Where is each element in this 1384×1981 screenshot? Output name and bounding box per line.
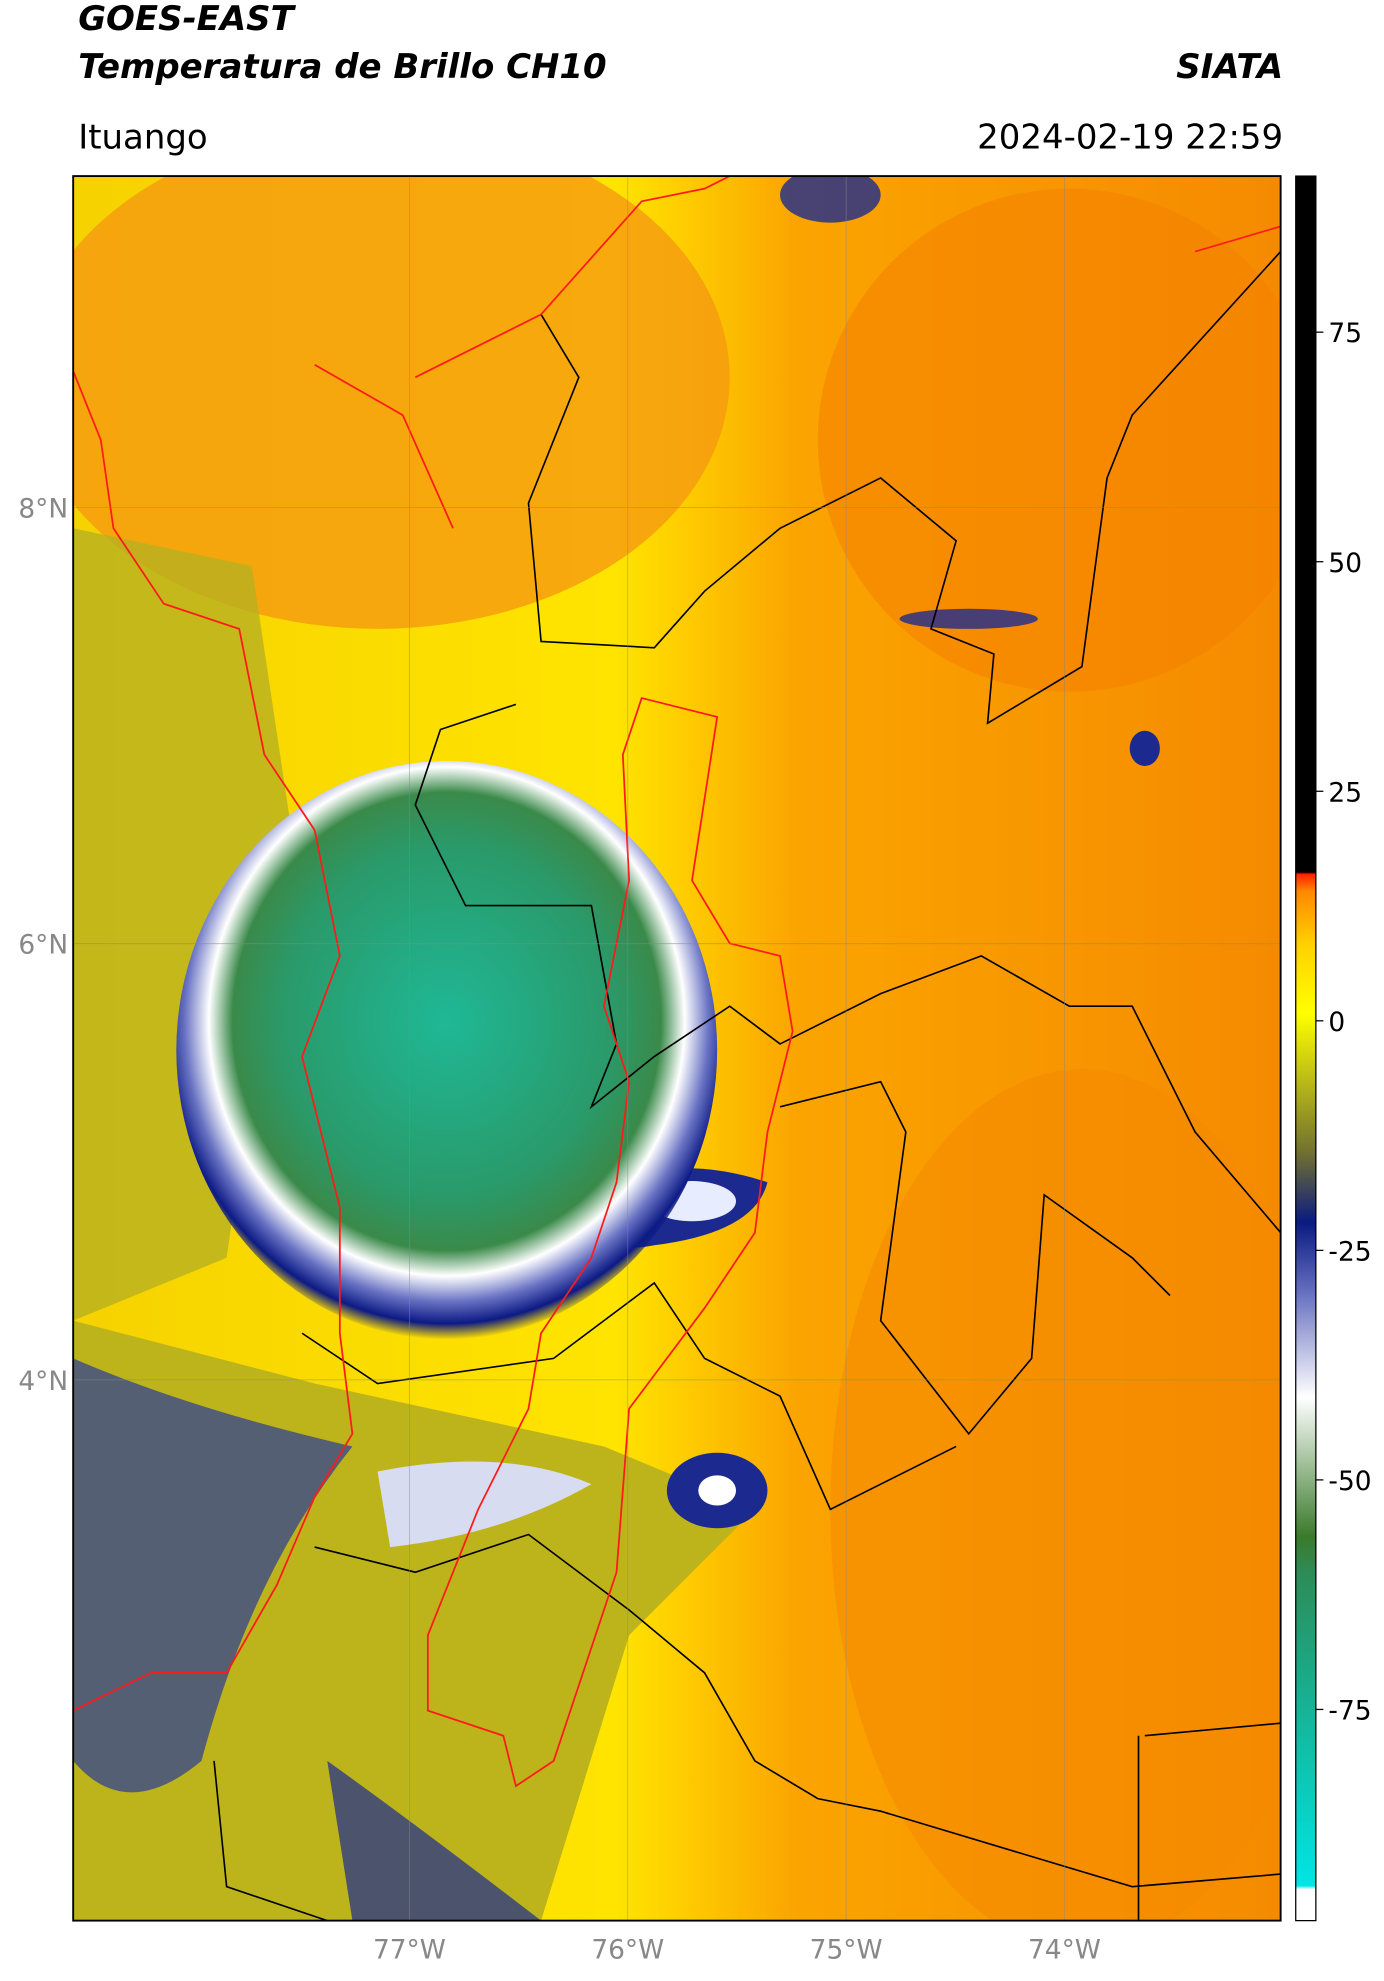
map-frame [72,175,1282,1922]
colorbar-tick-label: 75 [1328,318,1362,349]
colorbar-tick-label: 50 [1328,548,1362,579]
y-tick-label: 8°N [18,494,68,525]
y-tick-label: 6°N [18,930,68,961]
x-tick-label: 74°W [1028,1934,1101,1965]
subtitle: Temperatura de Brillo CH10 [78,47,606,87]
colorbar-tick-label: -75 [1328,1696,1371,1727]
colorbar-tick-label: 25 [1328,777,1362,808]
colorbar-tick-label: -50 [1328,1466,1371,1497]
colorbar-tick-label: -25 [1328,1236,1371,1267]
colorbar-tick-label: 0 [1328,1007,1345,1038]
x-tick-label: 76°W [591,1934,664,1965]
satellite-image [73,176,1281,1921]
title: GOES-EAST [78,0,296,39]
colorbar [1295,175,1317,1922]
location: Ituango [78,117,208,157]
x-tick-label: 75°W [810,1934,883,1965]
datetime: 2024-02-19 22:59 [977,117,1283,157]
x-tick-label: 77°W [373,1934,446,1965]
source: SIATA [1176,47,1283,87]
y-tick-label: 4°N [18,1366,68,1397]
